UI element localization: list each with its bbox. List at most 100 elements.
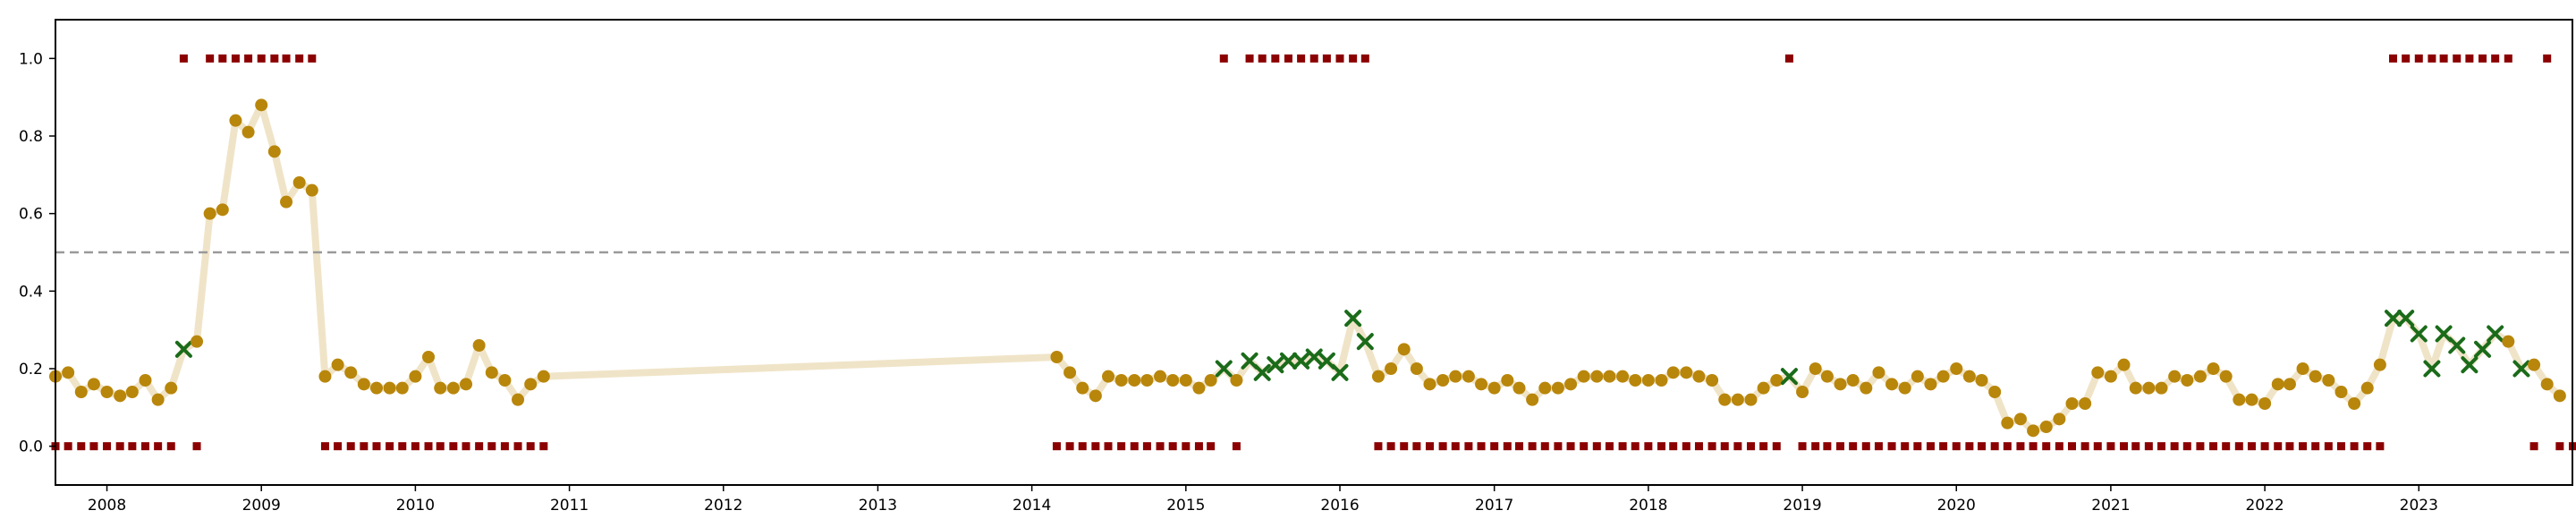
data-point xyxy=(1629,374,1641,387)
data-point xyxy=(2284,378,2296,390)
label-marker-zero xyxy=(167,442,175,450)
label-marker-zero xyxy=(1953,442,1961,450)
data-point xyxy=(2105,370,2117,383)
label-marker-one xyxy=(283,55,291,63)
data-point xyxy=(2541,378,2554,390)
label-marker-one xyxy=(1258,55,1267,63)
label-marker-zero xyxy=(2376,442,2384,450)
data-point xyxy=(1436,374,1449,387)
data-point xyxy=(2079,397,2091,410)
label-marker-zero xyxy=(1374,442,1382,450)
label-marker-one xyxy=(2543,55,2551,63)
data-point xyxy=(306,184,318,197)
x-tick-label: 2022 xyxy=(2245,497,2284,515)
data-point xyxy=(1809,362,1822,375)
label-marker-zero xyxy=(2261,442,2269,450)
x-tick-label: 2018 xyxy=(1629,497,1667,515)
data-point xyxy=(1692,370,1705,383)
data-point xyxy=(1140,374,1153,387)
label-marker-zero xyxy=(2285,442,2293,450)
data-point xyxy=(1192,382,1205,395)
label-marker-zero xyxy=(462,442,470,450)
data-point xyxy=(2118,359,2131,371)
data-point xyxy=(1488,382,1501,395)
x-tick-label: 2010 xyxy=(396,497,435,515)
label-marker-zero xyxy=(64,442,72,450)
label-marker-one xyxy=(295,55,303,63)
label-marker-zero xyxy=(347,442,355,450)
label-marker-zero xyxy=(1965,442,1973,450)
label-marker-zero xyxy=(77,442,85,450)
x-tick-label: 2011 xyxy=(550,497,589,515)
data-point xyxy=(524,378,537,390)
data-point xyxy=(1411,362,1423,375)
data-point xyxy=(1950,362,1962,375)
data-point xyxy=(1115,374,1128,387)
label-marker-zero xyxy=(2131,442,2140,450)
data-point xyxy=(2348,397,2360,410)
data-point xyxy=(88,378,100,390)
data-point xyxy=(318,370,331,383)
y-tick-label: 1.0 xyxy=(19,50,43,68)
label-marker-zero xyxy=(1708,442,1716,450)
x-tick-label: 2017 xyxy=(1475,497,1513,515)
label-marker-zero xyxy=(2235,442,2243,450)
data-point xyxy=(1089,389,1102,402)
label-marker-zero xyxy=(1117,442,1125,450)
label-marker-zero xyxy=(1939,442,1947,450)
label-marker-zero xyxy=(1195,442,1203,450)
data-point xyxy=(2374,359,2386,371)
data-point xyxy=(2027,424,2039,437)
label-marker-one xyxy=(2440,55,2448,63)
data-point xyxy=(2207,362,2220,375)
label-marker-one xyxy=(2402,55,2410,63)
label-marker-zero xyxy=(1733,442,1741,450)
label-marker-zero xyxy=(2209,442,2217,450)
data-point xyxy=(293,176,306,189)
data-point xyxy=(229,115,242,127)
data-point xyxy=(1050,351,1063,363)
data-point xyxy=(1988,386,2001,398)
label-marker-zero xyxy=(2042,442,2050,450)
label-marker-zero xyxy=(1811,442,1819,450)
label-marker-zero xyxy=(1439,442,1447,450)
data-point xyxy=(1603,370,1615,383)
label-marker-zero xyxy=(193,442,201,450)
label-marker-one xyxy=(1284,55,1292,63)
y-tick-label: 0.6 xyxy=(19,206,43,224)
label-marker-zero xyxy=(2183,442,2191,450)
y-tick-label: 0.2 xyxy=(19,361,43,379)
data-point xyxy=(1552,382,1564,395)
label-marker-zero xyxy=(1721,442,1729,450)
label-marker-one xyxy=(1349,55,1357,63)
label-marker-zero xyxy=(2029,442,2038,450)
label-marker-zero xyxy=(2555,442,2563,450)
label-marker-zero xyxy=(1875,442,1883,450)
label-marker-one xyxy=(1246,55,1254,63)
label-marker-zero xyxy=(1464,442,1472,450)
data-point xyxy=(2130,382,2142,395)
label-marker-zero xyxy=(2222,442,2230,450)
x-tick-label: 2014 xyxy=(1013,497,1051,515)
data-point xyxy=(2091,366,2104,379)
data-point xyxy=(1732,394,1744,406)
x-tick-label: 2023 xyxy=(2400,497,2438,515)
data-point xyxy=(1872,366,1885,379)
label-marker-one xyxy=(1297,55,1305,63)
data-point xyxy=(370,382,383,395)
data-point xyxy=(2334,386,2347,398)
label-marker-zero xyxy=(1400,442,1408,450)
label-marker-zero xyxy=(1991,442,1999,450)
data-point xyxy=(1885,378,1898,390)
label-marker-zero xyxy=(321,442,329,450)
data-point xyxy=(1578,370,1590,383)
label-marker-one xyxy=(308,55,316,63)
data-point xyxy=(1372,370,1385,383)
label-marker-one xyxy=(1785,55,1793,63)
data-point xyxy=(62,366,74,379)
data-point xyxy=(1642,374,1655,387)
label-marker-zero xyxy=(1593,442,1601,450)
label-marker-zero xyxy=(116,442,124,450)
data-point xyxy=(1398,343,1411,355)
